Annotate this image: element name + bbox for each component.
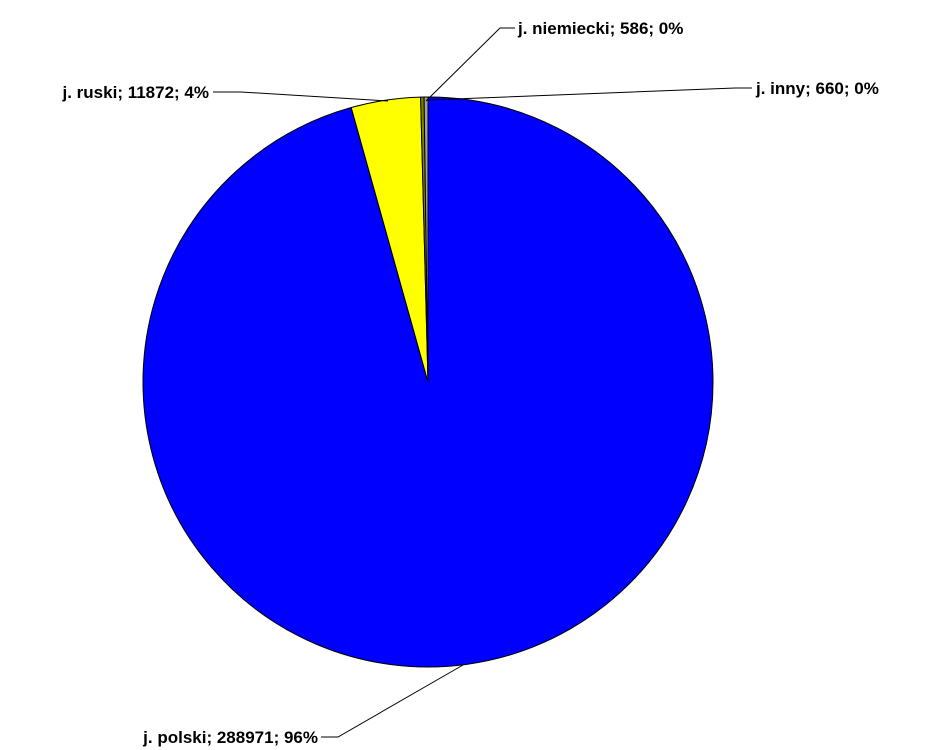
data-label-polski: j. polski; 288971; 96% xyxy=(142,728,318,747)
leader-line-inny xyxy=(427,87,752,101)
leader-line-polski xyxy=(321,664,464,738)
leader-line-ruski xyxy=(213,91,389,102)
data-label-niemiecki: j. niemiecki; 586; 0% xyxy=(517,19,683,38)
data-label-inny: j. inny; 660; 0% xyxy=(755,79,879,98)
leader-line-niemiecki xyxy=(425,27,515,102)
data-label-ruski: j. ruski; 11872; 4% xyxy=(62,83,209,102)
pie-slice-inny xyxy=(423,96,429,383)
pie-slices xyxy=(142,96,714,668)
leader-lines xyxy=(213,27,752,738)
data-labels: j. polski; 288971; 96% j. ruski; 11872; … xyxy=(62,19,879,747)
